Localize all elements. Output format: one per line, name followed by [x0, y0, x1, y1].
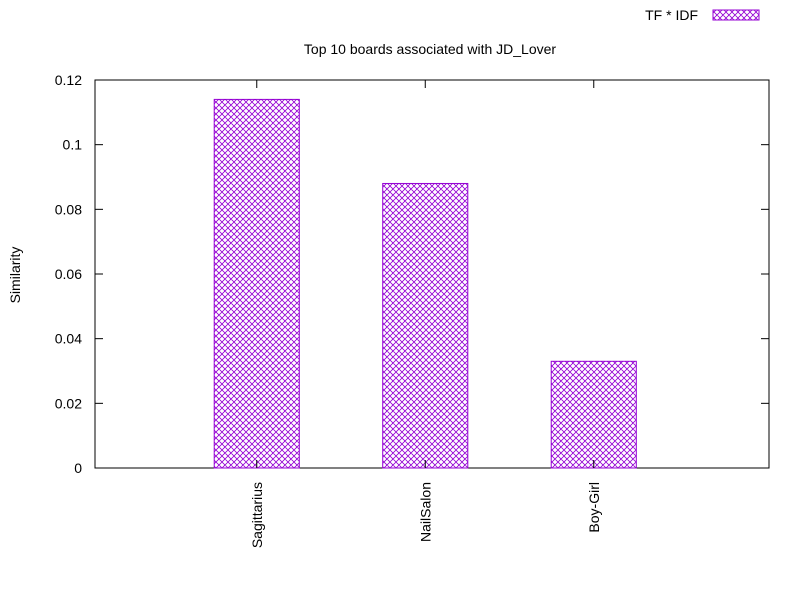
- x-axis-ticks: Sagittarius NailSalon Boy-Girl: [249, 80, 602, 548]
- legend-label: TF * IDF: [645, 7, 698, 23]
- bar-boy-girl: [550, 360, 637, 469]
- x-tick-label: Sagittarius: [249, 482, 265, 548]
- chart-title: Top 10 boards associated with JD_Lover: [304, 41, 556, 57]
- bars: [213, 98, 637, 469]
- x-tick-label: NailSalon: [417, 482, 433, 542]
- bar-sagittarius: [213, 98, 300, 469]
- y-axis-label: Similarity: [7, 247, 23, 304]
- bar-nailsalon: [382, 182, 469, 469]
- legend: TF * IDF: [645, 7, 760, 23]
- legend-swatch: [712, 9, 760, 21]
- y-tick-label: 0.08: [55, 201, 82, 217]
- y-axis-ticks: 0 0.02 0.04 0.06 0.08 0.1 0.12: [55, 72, 769, 476]
- y-tick-label: 0.12: [55, 72, 82, 88]
- x-tick-label: Boy-Girl: [586, 482, 602, 533]
- y-tick-label: 0: [74, 460, 82, 476]
- y-tick-label: 0.02: [55, 395, 82, 411]
- y-tick-label: 0.04: [55, 331, 82, 347]
- y-tick-label: 0.06: [55, 266, 82, 282]
- y-tick-label: 0.1: [63, 137, 83, 153]
